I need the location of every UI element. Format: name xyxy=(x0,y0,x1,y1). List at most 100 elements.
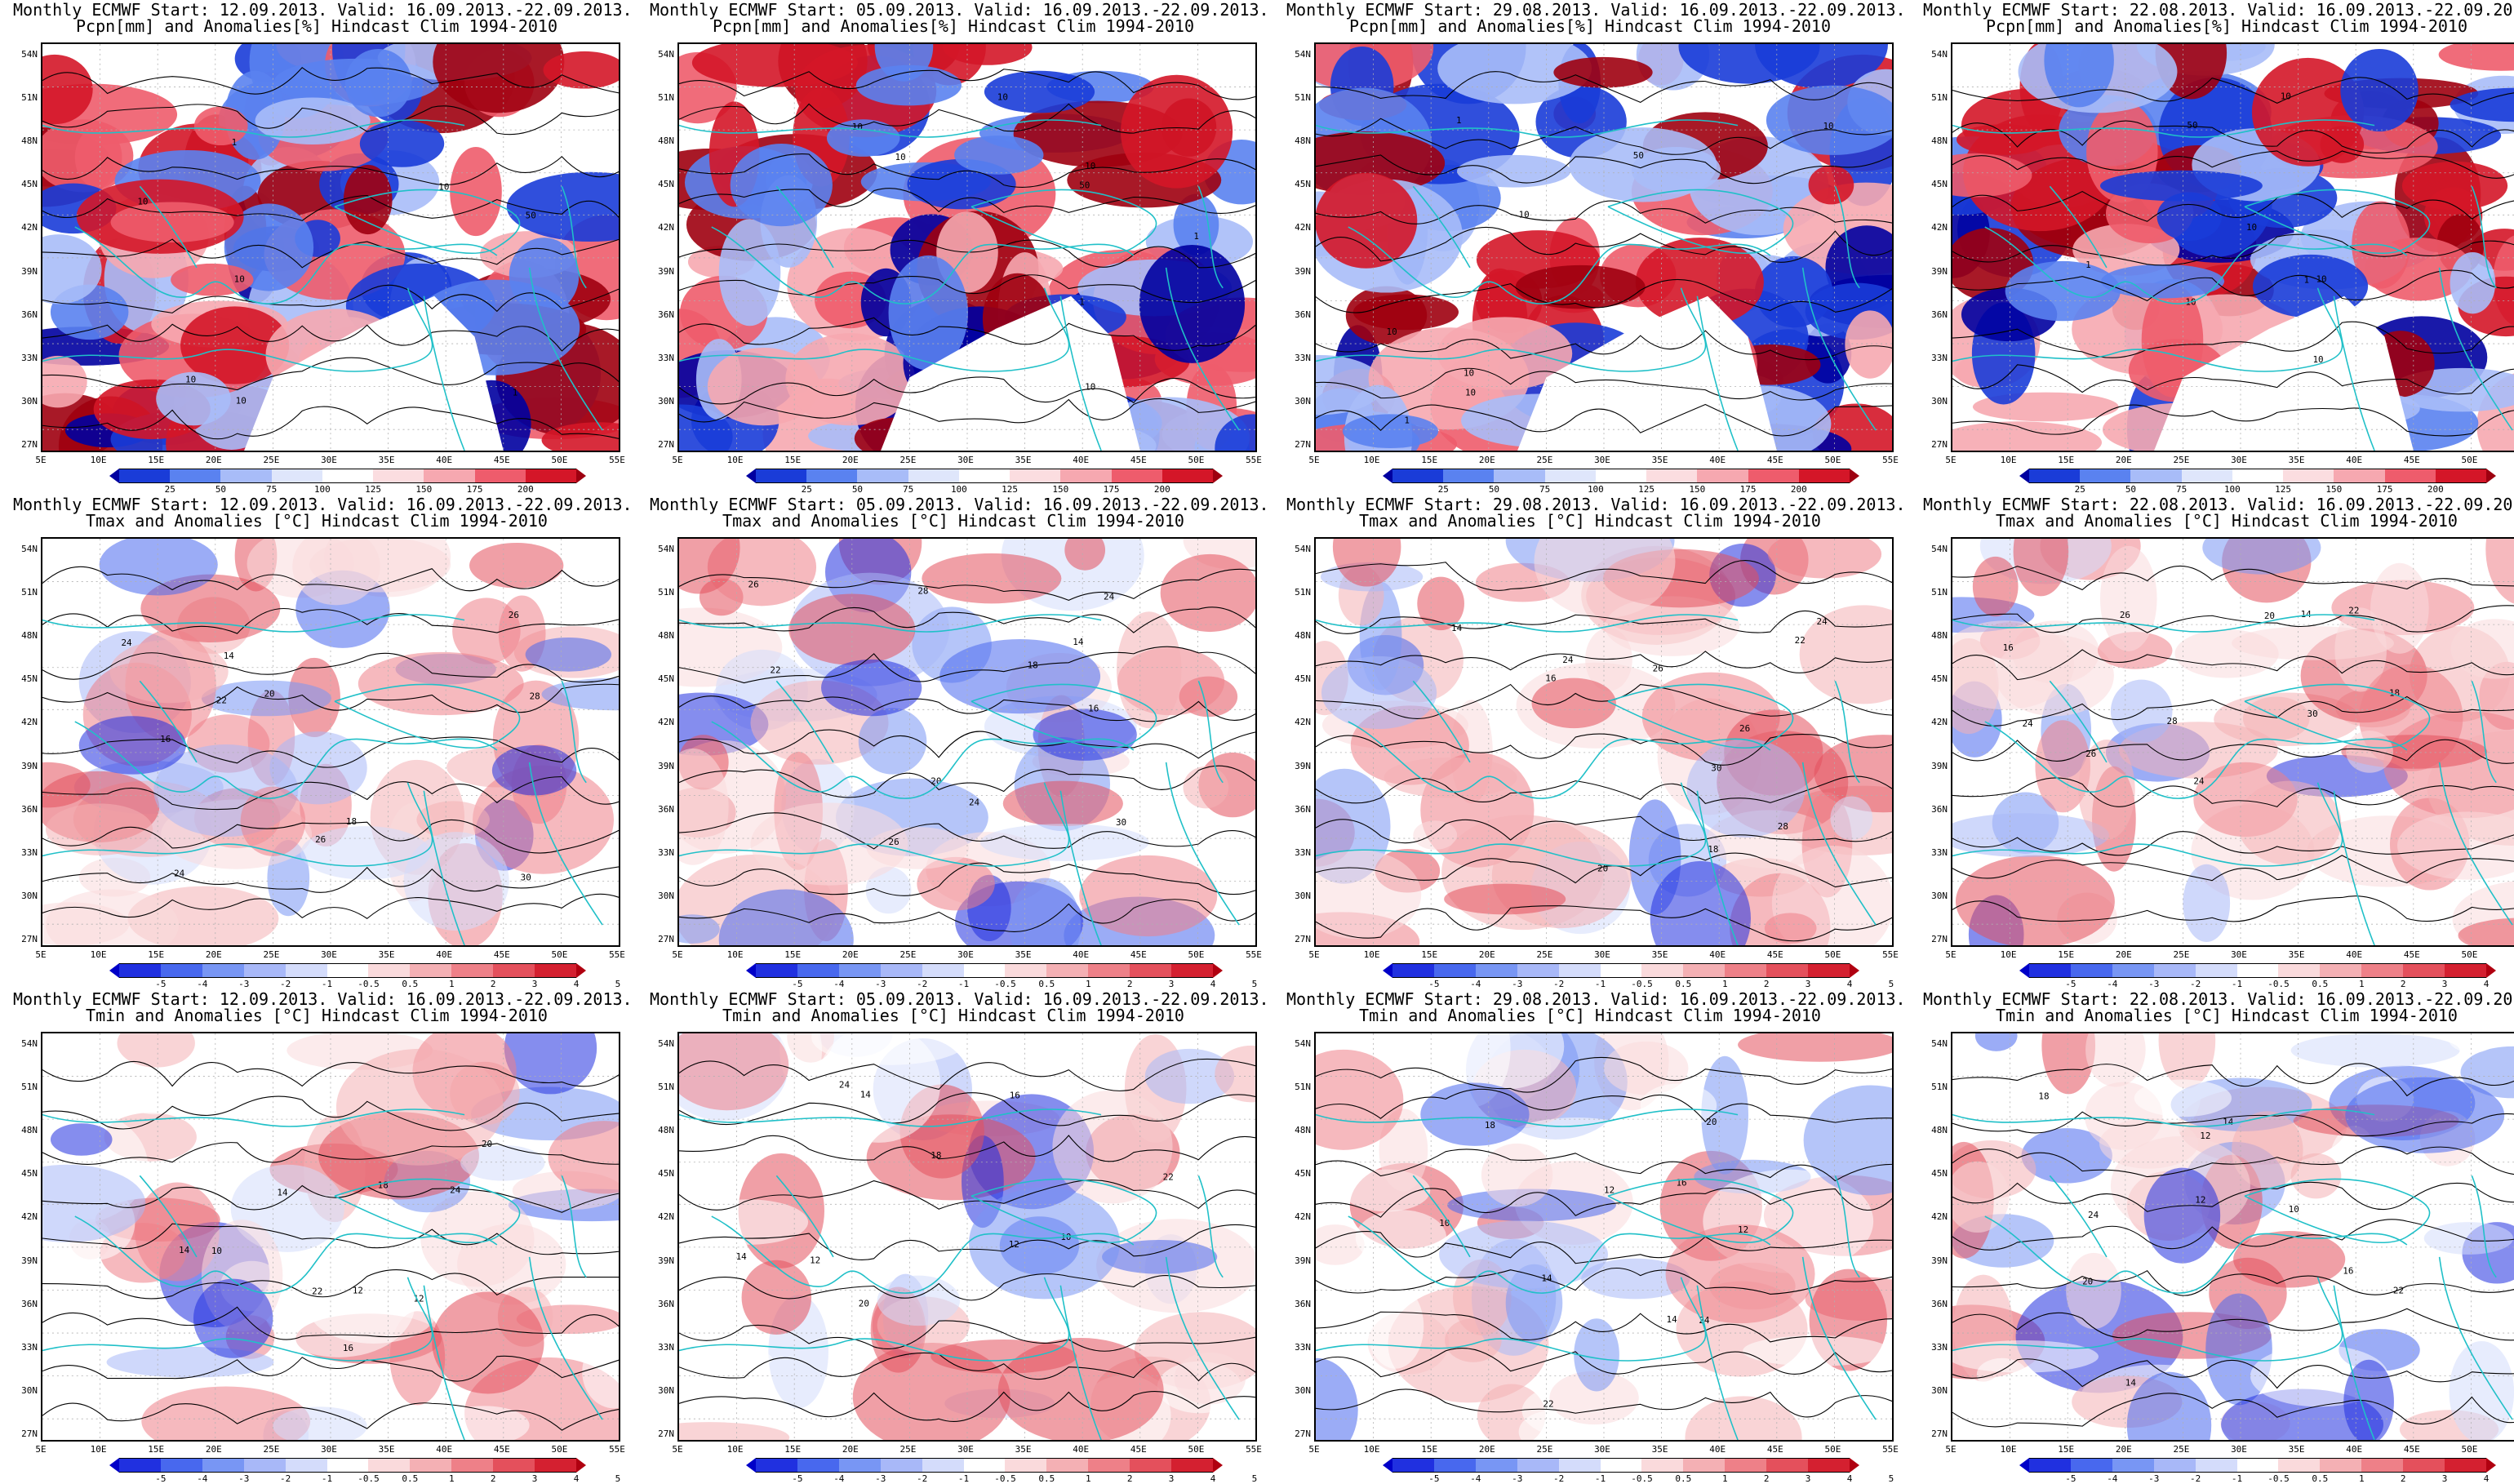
colorbar-label: -3 xyxy=(875,979,886,989)
colorbar-label: -3 xyxy=(2148,979,2160,989)
lon-tick-label: 5E xyxy=(1945,1444,1957,1455)
anomaly-shading xyxy=(1808,165,1854,205)
colorbar-label: 100 xyxy=(1587,484,1604,495)
anomaly-shading xyxy=(1956,124,2050,155)
colorbar-max-arrow xyxy=(576,963,586,978)
anomaly-shading xyxy=(1952,1161,2010,1233)
anomaly-shading xyxy=(1604,1041,1689,1095)
contour-label: 20 xyxy=(1706,1117,1717,1127)
lon-tick-label: 20E xyxy=(205,455,222,465)
contour-line xyxy=(42,866,619,893)
coastline xyxy=(1952,782,2343,867)
anomaly-shading xyxy=(679,1033,789,1111)
colorbar-segment xyxy=(1088,963,1130,978)
coastline xyxy=(1197,681,1224,784)
contour-label: 24 xyxy=(174,869,185,879)
contour-label: 30 xyxy=(1711,763,1721,774)
colorbar-label: -1 xyxy=(1594,979,1606,989)
contour-label: 20 xyxy=(1597,864,1608,874)
lat-tick-label: 33N xyxy=(21,352,38,363)
anomaly-shading xyxy=(2448,1033,2498,1053)
coastline xyxy=(679,614,1102,633)
lat-tick-label: 27N xyxy=(21,934,38,944)
contour-label: 50 xyxy=(2187,120,2197,131)
lat-tick-label: 54N xyxy=(1931,49,1948,60)
anomaly-shading xyxy=(433,44,565,113)
coastline xyxy=(971,683,1157,749)
coastline xyxy=(679,1109,1102,1127)
contour-label: 10 xyxy=(1085,161,1095,171)
colorbar-label: -5 xyxy=(1428,979,1440,989)
colorbar-segment xyxy=(1766,963,1809,978)
lat-tick-label: 42N xyxy=(1295,1211,1311,1223)
contour-label: 14 xyxy=(2223,1117,2234,1127)
colorbar-label: 1 xyxy=(1721,979,1728,989)
lon-tick-label: 20E xyxy=(205,949,222,960)
anomaly-shading xyxy=(1845,310,1892,379)
anomaly-shading xyxy=(821,659,922,717)
anomaly-shading xyxy=(2013,539,2069,597)
colorbar-segment xyxy=(2320,963,2362,978)
colorbar-label: 200 xyxy=(1153,484,1170,495)
lat-tick-label: 27N xyxy=(658,439,674,450)
colorbar-segment xyxy=(368,963,411,978)
lat-tick-label: 48N xyxy=(658,630,674,642)
panel-subtitle: Pcpn[mm] and Anomalies[%] Hindcast Clim … xyxy=(712,16,1194,36)
panel-subtitle: Pcpn[mm] and Anomalies[%] Hindcast Clim … xyxy=(1348,16,1831,36)
lon-tick-label: 50E xyxy=(1824,1444,1841,1455)
anomaly-shading xyxy=(679,1422,790,1440)
contour-line xyxy=(1952,77,2514,107)
anomaly-shading xyxy=(1635,238,1764,327)
contour-label: 14 xyxy=(179,1245,190,1255)
lat-tick-label: 54N xyxy=(21,544,38,554)
contour-line xyxy=(1316,330,1892,361)
anomaly-shading xyxy=(543,51,619,89)
anomaly-shading xyxy=(1701,1055,1748,1175)
colorbar-label: -2 xyxy=(1553,979,1565,989)
lat-tick-label: 54N xyxy=(658,49,674,60)
panel-row3-col1: Monthly ECMWF Start: 12.09.2013. Valid: … xyxy=(13,989,633,1484)
colorbar-label: 125 xyxy=(2275,484,2292,495)
colorbar-label: -3 xyxy=(1512,979,1523,989)
colorbar-segment xyxy=(2334,469,2386,483)
coastline xyxy=(2438,762,2513,926)
anomaly-shading xyxy=(1009,878,1082,945)
lon-tick-label: 35E xyxy=(1015,949,1032,960)
anomaly-shading xyxy=(1215,414,1255,451)
colorbar-label: -3 xyxy=(875,1473,886,1484)
colorbar-segment xyxy=(1171,963,1214,978)
anomaly-shading xyxy=(42,234,102,304)
lon-tick-label: 15E xyxy=(2058,949,2075,960)
lon-tick-label: 10E xyxy=(2000,949,2017,960)
contour-label: 26 xyxy=(509,610,519,620)
colorbar-max-arrow xyxy=(2486,1458,2496,1473)
coastline xyxy=(561,186,587,289)
colorbar-segment xyxy=(806,469,858,483)
colorbar-segment xyxy=(2232,469,2284,483)
lat-tick-label: 39N xyxy=(1295,1255,1311,1266)
contour-line xyxy=(1316,610,1892,634)
colorbar-label: 0.5 xyxy=(402,1473,419,1484)
coastline xyxy=(1952,119,2375,138)
colorbar-label: -0.5 xyxy=(358,1473,380,1484)
colorbar-label: 2 xyxy=(490,979,496,989)
lat-tick-label: 42N xyxy=(1295,717,1311,728)
anomaly-shading xyxy=(2100,264,2225,299)
map-plot: 10 10 1 10 50 1 10 10 xyxy=(677,42,1257,452)
contour-label: 10 xyxy=(2312,354,2323,365)
contour-label: 10 xyxy=(438,182,449,193)
panel-subtitle: Tmax and Anomalies [°C] Hindcast Clim 19… xyxy=(86,511,548,531)
colorbar-segment xyxy=(2029,963,2072,978)
colorbar-segment xyxy=(1646,469,1698,483)
lon-tick-label: 25E xyxy=(899,1444,917,1455)
colorbar-segment xyxy=(922,963,965,978)
lat-tick-label: 54N xyxy=(1931,544,1948,554)
colorbar-min-arrow xyxy=(746,469,756,483)
lon-tick-label: 10E xyxy=(1363,1444,1380,1455)
lon-tick-label: 25E xyxy=(263,455,280,465)
colorbar-segment xyxy=(410,1458,452,1473)
contour-label: 26 xyxy=(1653,664,1663,674)
coastline xyxy=(711,721,1135,799)
contour-label: 14 xyxy=(224,651,235,661)
coastline xyxy=(1834,186,1860,289)
